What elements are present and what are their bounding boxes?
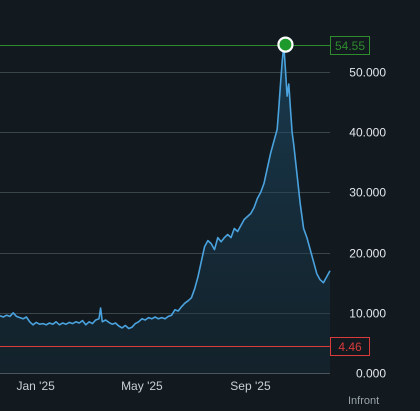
price-line [0,43,331,330]
max-value-tag [330,36,370,55]
y-tick-label: 20.000 [349,247,386,261]
price-area [0,43,331,373]
x-tick-label: May '25 [121,379,163,393]
max-point-marker [277,36,294,53]
y-tick-label: 30.000 [349,186,386,200]
y-tick-label: 50.000 [349,66,386,80]
y-tick-label: 0.000 [356,367,386,381]
min-value-label: 4.46 [338,340,362,354]
price-area-fill [0,44,330,373]
y-axis: 0.000 10.000 20.000 30.000 40.000 50.000 [349,66,386,381]
min-value-tag [330,337,370,356]
x-tick-label: Sep '25 [230,379,271,393]
y-tick-label: 10.000 [349,307,386,321]
x-tick-label: Jan '25 [16,379,55,393]
infront-watermark: Infront [348,395,379,407]
markers [277,36,294,53]
reference-lines: 54.55 4.46 [0,36,370,356]
x-axis: Jan '25 May '25 Sep '25 [16,379,270,393]
y-tick-label: 40.000 [349,126,386,140]
max-value-label: 54.55 [335,39,365,53]
